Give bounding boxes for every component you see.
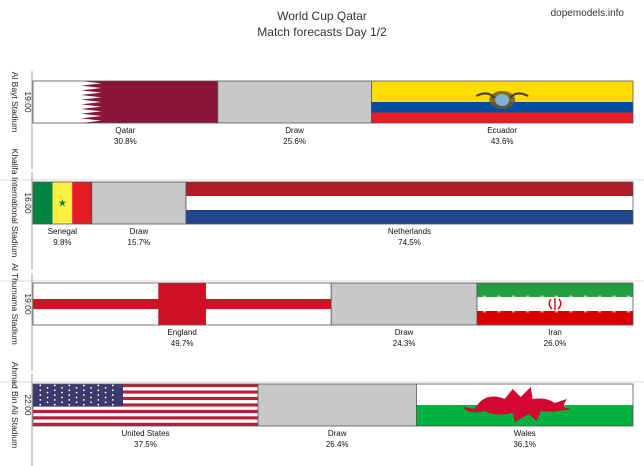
segment-value-label: 15.7% — [128, 238, 151, 247]
kickoff-time-label: 19:00 — [23, 293, 33, 315]
chart-subtitle: Match forecasts Day 1/2 — [257, 25, 387, 39]
stadium-label: Ahmad Bin Ali Stadium — [10, 362, 20, 448]
bar-segment-iran-flag — [476, 282, 634, 326]
segment-value-label: 36.1% — [513, 440, 536, 449]
segment-team-label: Qatar — [115, 126, 135, 135]
bar-segment-draw-gray — [217, 80, 372, 124]
brand-label: dopemodels.info — [550, 8, 624, 19]
segment-team-label: Wales — [514, 429, 536, 438]
stadium-label: Al Thumama Stadium — [10, 263, 20, 345]
stadium-label: Al Bayt Stadium — [10, 72, 20, 132]
segment-team-label: Netherlands — [388, 227, 431, 236]
segment-value-label: 30.8% — [114, 137, 137, 146]
segment-value-label: 49.7% — [171, 339, 194, 348]
segment-value-label: 74.5% — [398, 238, 421, 247]
segment-team-label: Draw — [328, 429, 347, 438]
match-row: Khalifa International Stadium 16:00 Senega… — [0, 149, 644, 282]
segment-value-label: 43.6% — [491, 137, 514, 146]
match-row: Al Bayt Stadium 19:00 Qatar 30.8% Draw 25.6% E… — [0, 71, 644, 181]
segment-team-label: Draw — [285, 126, 304, 135]
segment-value-label: 24.3% — [393, 339, 416, 348]
bar-segment-wales-flag — [415, 383, 634, 427]
bar-segment-draw-gray — [257, 383, 417, 427]
kickoff-time-label: 22:00 — [23, 394, 33, 416]
bar-segment-england-flag — [32, 282, 332, 326]
chart-title: World Cup Qatar — [277, 9, 367, 23]
segment-value-label: 26.4% — [326, 440, 349, 449]
segment-team-label: Draw — [395, 328, 414, 337]
match-row: Al Thumama Stadium 19:00 England 49.7% Draw 2… — [0, 263, 644, 383]
kickoff-time-label: 16:00 — [23, 192, 33, 214]
segment-team-label: Ecuador — [487, 126, 517, 135]
segment-team-label: Senegal — [48, 227, 78, 236]
bar-segment-usa-flag — [32, 383, 259, 427]
kickoff-time-label: 19:00 — [23, 91, 33, 113]
bar-segment-senegal-flag — [32, 181, 93, 225]
bar-segment-qatar-flag — [32, 80, 219, 124]
bar-segment-ecuador-flag — [370, 80, 634, 124]
segment-team-label: United States — [121, 429, 169, 438]
segment-team-label: England — [167, 328, 196, 337]
segment-value-label: 25.6% — [283, 137, 306, 146]
bar-segment-draw-gray — [91, 181, 187, 225]
bar-segment-draw-gray — [330, 282, 478, 326]
segment-team-label: Iran — [548, 328, 562, 337]
segment-value-label: 9.8% — [53, 238, 71, 247]
segment-value-label: 26.0% — [544, 339, 567, 348]
bar-segment-netherlands-flag — [185, 181, 634, 225]
segment-team-label: Draw — [130, 227, 149, 236]
stadium-label: Khalifa International Stadium — [10, 149, 20, 258]
segment-value-label: 37.5% — [134, 440, 157, 449]
match-row: Ahmad Bin Ali Stadium 22:00 United States 3… — [10, 362, 634, 466]
